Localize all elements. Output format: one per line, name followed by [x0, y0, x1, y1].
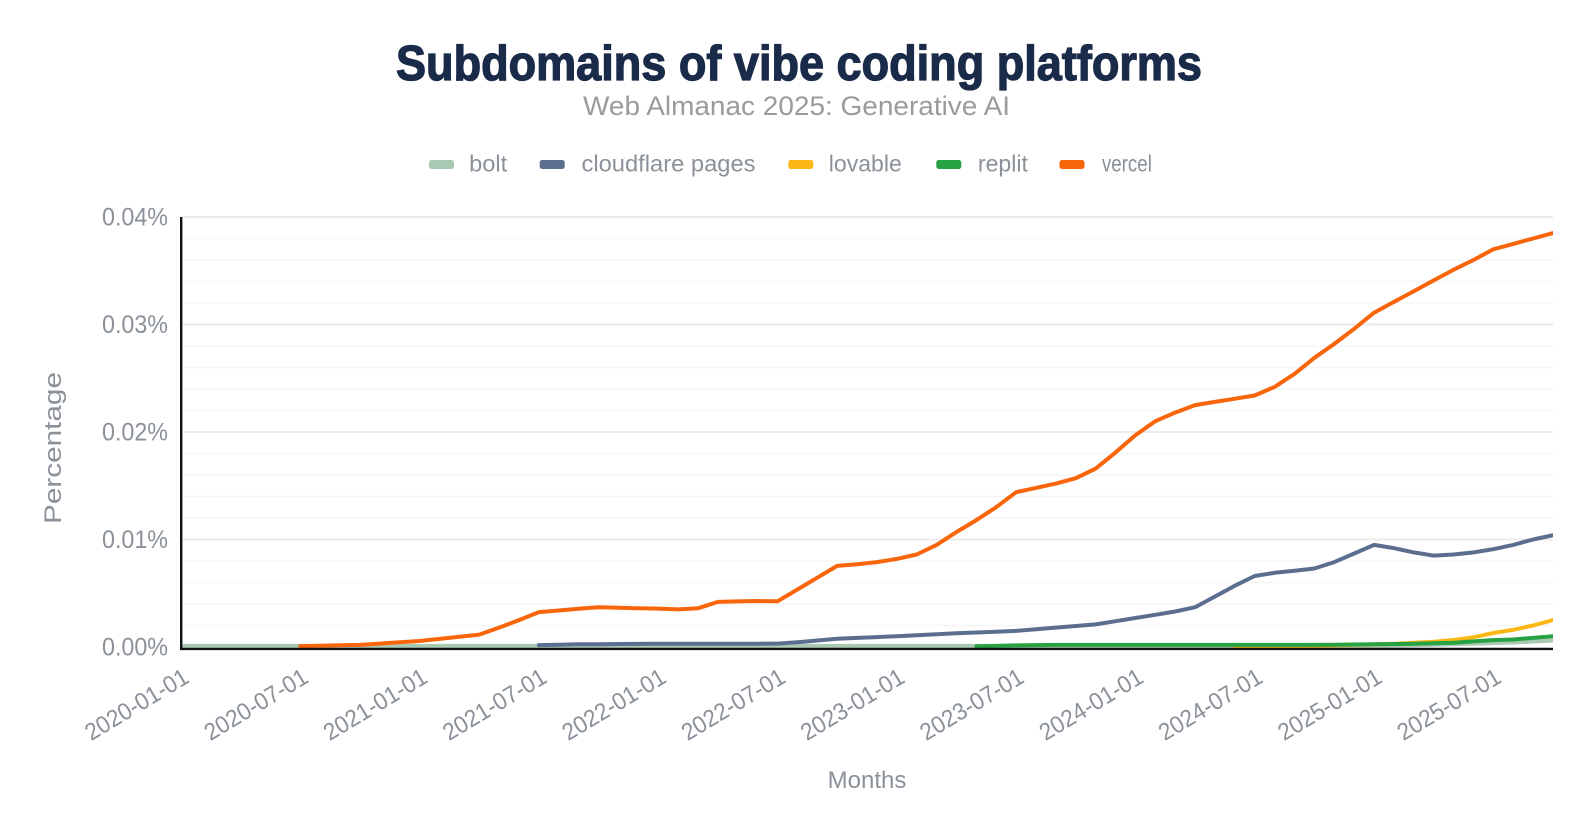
svg-text:0.04%: 0.04% — [102, 204, 168, 232]
svg-text:vercel: vercel — [1102, 151, 1152, 177]
svg-text:0.02%: 0.02% — [102, 419, 168, 447]
svg-text:bolt: bolt — [469, 151, 508, 177]
svg-text:lovable: lovable — [829, 151, 902, 177]
svg-text:replit: replit — [978, 151, 1029, 177]
svg-text:0.00%: 0.00% — [102, 634, 168, 662]
svg-text:Web Almanac 2025: Generative A: Web Almanac 2025: Generative AI — [583, 91, 1010, 121]
svg-text:0.01%: 0.01% — [102, 526, 168, 554]
svg-text:Percentage: Percentage — [40, 372, 67, 524]
svg-text:Subdomains of vibe coding plat: Subdomains of vibe coding platforms — [396, 37, 1202, 91]
svg-text:cloudflare pages: cloudflare pages — [582, 151, 756, 177]
svg-text:Months: Months — [828, 767, 907, 794]
svg-text:0.03%: 0.03% — [102, 311, 168, 339]
